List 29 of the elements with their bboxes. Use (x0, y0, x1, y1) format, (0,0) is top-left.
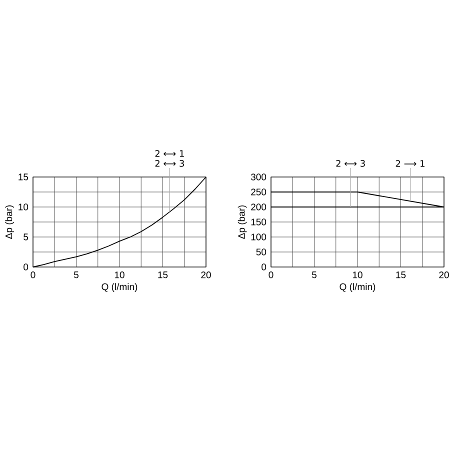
x-tick-label: 5 (74, 272, 79, 278)
x-tick-label: 0 (30, 272, 36, 278)
x-tick-label: 20 (439, 272, 449, 278)
x-tick-label: 10 (352, 272, 362, 278)
annotation: 2 ⟷ 1 (155, 150, 184, 157)
y-tick-label: 5 (24, 234, 28, 240)
y-axis-title: Δp (bar) (5, 205, 14, 239)
y-tick-label: 0 (24, 264, 28, 270)
x-axis-title: Q (l/min) (102, 283, 138, 292)
y-tick-label: 250 (251, 188, 266, 196)
x-tick-label: 10 (114, 272, 124, 278)
y-tick-label: 0 (262, 264, 266, 270)
annotation: 2 ⟷ 3 (336, 160, 365, 167)
y-tick-label: 300 (250, 174, 266, 180)
y-tick-label: 10 (18, 204, 28, 210)
y-tick-label: 200 (251, 204, 266, 210)
x-axis-title: Q (l/min) (340, 283, 376, 292)
x-tick-label: 20 (201, 272, 211, 278)
y-axis-title: Δp (bar) (238, 205, 247, 239)
x-tick-label: 15 (158, 272, 168, 278)
y-tick-label: 150 (251, 218, 266, 226)
y-tick-label: 100 (251, 234, 266, 240)
y-tick-label: 15 (18, 174, 28, 180)
x-tick-label: 15 (396, 272, 406, 278)
x-tick-label: 0 (268, 272, 274, 278)
annotation: 2 ⟷ 3 (155, 160, 184, 167)
y-tick-label: 50 (256, 248, 266, 256)
x-tick-label: 5 (312, 272, 317, 278)
annotation: 2 ⟶ 1 (396, 160, 424, 167)
